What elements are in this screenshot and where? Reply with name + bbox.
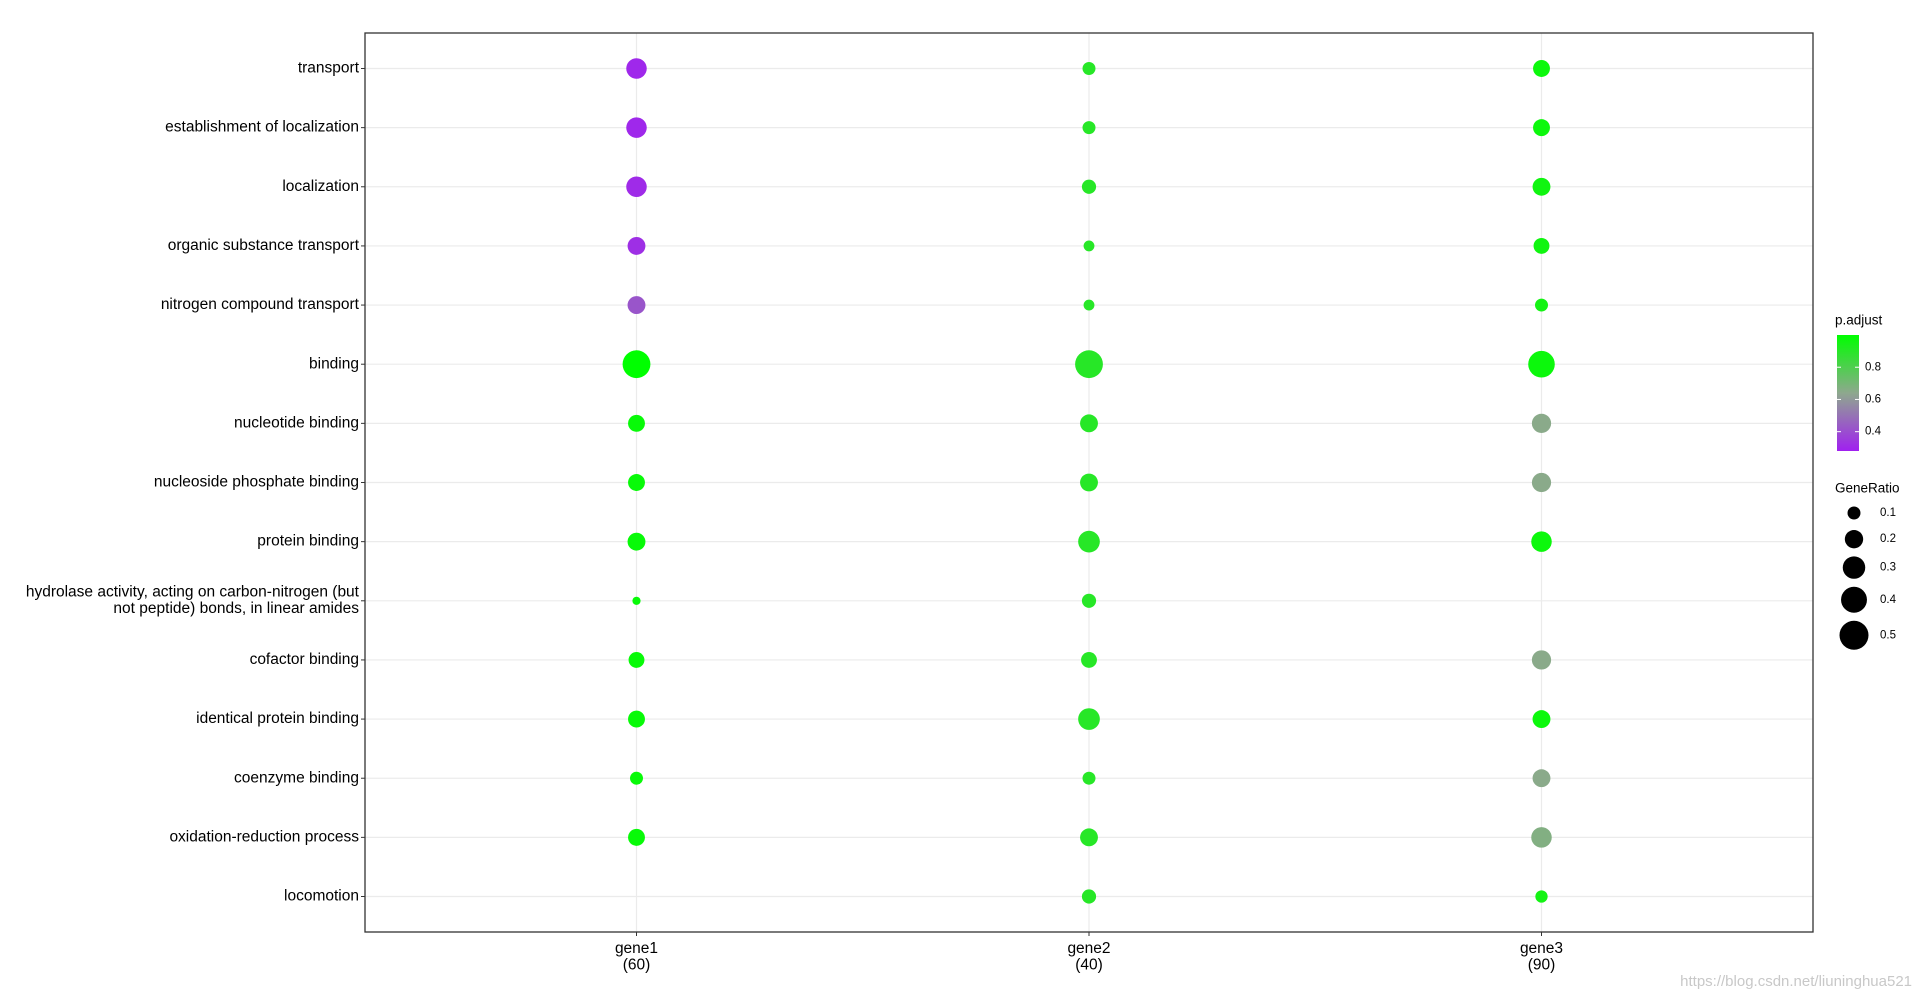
- dot: [1082, 771, 1096, 785]
- dot: [1083, 299, 1095, 311]
- dot: [1535, 890, 1548, 903]
- dot: [626, 58, 647, 79]
- size-key: [1842, 556, 1866, 579]
- y-tick-label: cofactor binding: [250, 651, 359, 668]
- dot: [1080, 473, 1098, 492]
- dot: [1081, 179, 1097, 194]
- y-tick-label: locomotion: [284, 888, 359, 905]
- dot: [1082, 121, 1096, 135]
- y-tick-label: oxidation-reduction process: [169, 828, 359, 845]
- size-key: [1841, 586, 1867, 613]
- size-label: 0.4: [1880, 594, 1897, 606]
- dot: [1081, 889, 1097, 904]
- dot: [630, 771, 643, 785]
- size-label: 0.5: [1880, 629, 1896, 641]
- y-tick-label: binding: [309, 355, 359, 372]
- dot: [1531, 827, 1552, 848]
- dot: [632, 596, 641, 605]
- dot: [1082, 62, 1096, 75]
- y-tick-label: nucleotide binding: [234, 414, 359, 431]
- legend-title: GeneRatio: [1835, 481, 1900, 496]
- dot: [1533, 119, 1550, 137]
- dot: [1083, 240, 1095, 252]
- size-key: [1847, 506, 1861, 520]
- dot: [1528, 350, 1555, 378]
- dot: [1080, 414, 1098, 433]
- dot: [1078, 530, 1100, 553]
- dot: [1080, 828, 1098, 847]
- size-label: 0.2: [1880, 533, 1896, 545]
- y-tick-label: protein binding: [257, 533, 359, 550]
- size-label: 0.1: [1880, 507, 1896, 519]
- dot: [1533, 237, 1550, 254]
- dot: [628, 710, 645, 728]
- colorbar-label: 0.4: [1865, 426, 1882, 438]
- y-tick-label: establishment of localization: [165, 119, 359, 136]
- dot: [1532, 177, 1551, 196]
- y-tick-label: localization: [282, 178, 359, 195]
- colorbar-label: 0.6: [1865, 393, 1881, 405]
- dot: [1078, 708, 1100, 730]
- dot: [1075, 350, 1103, 379]
- y-tick-label: organic substance transport: [168, 237, 360, 254]
- dot: [1532, 769, 1551, 788]
- colorbar: [1837, 335, 1859, 451]
- dot: [628, 474, 645, 491]
- dot: [627, 296, 646, 315]
- dot: [1532, 710, 1551, 729]
- x-tick-label: gene1 (60): [615, 940, 658, 973]
- dot: [628, 414, 645, 432]
- y-tick-label: transport: [298, 60, 360, 77]
- legend-title: p.adjust: [1835, 313, 1883, 328]
- dot: [627, 532, 646, 551]
- dot: [1081, 593, 1097, 608]
- y-tick-label: coenzyme binding: [234, 769, 359, 786]
- y-tick-label: hydrolase activity, acting on carbon-nit…: [26, 584, 360, 617]
- dot: [1081, 651, 1097, 668]
- size-key: [1844, 530, 1864, 549]
- colorbar-label: 0.8: [1865, 361, 1881, 373]
- dot: [1531, 531, 1552, 552]
- x-tick-label: gene3 (90): [1520, 940, 1563, 973]
- dot: [628, 828, 645, 846]
- dot: [1535, 298, 1548, 312]
- y-tick-label: nitrogen compound transport: [161, 296, 360, 313]
- size-label: 0.3: [1880, 562, 1896, 574]
- x-tick-label: gene2 (40): [1067, 940, 1110, 973]
- dot: [622, 350, 651, 379]
- dot: [628, 651, 645, 668]
- dot: [1531, 472, 1552, 493]
- dot: [626, 176, 647, 198]
- watermark: https://blog.csdn.net/liuninghua521: [1680, 973, 1912, 990]
- dot: [1533, 60, 1550, 77]
- dot: [626, 117, 647, 138]
- size-key: [1839, 620, 1869, 650]
- dot: [1531, 650, 1552, 670]
- y-tick-label: identical protein binding: [196, 710, 359, 727]
- dot: [1531, 413, 1552, 433]
- y-tick-label: nucleoside phosphate binding: [154, 474, 359, 491]
- dot: [627, 236, 646, 255]
